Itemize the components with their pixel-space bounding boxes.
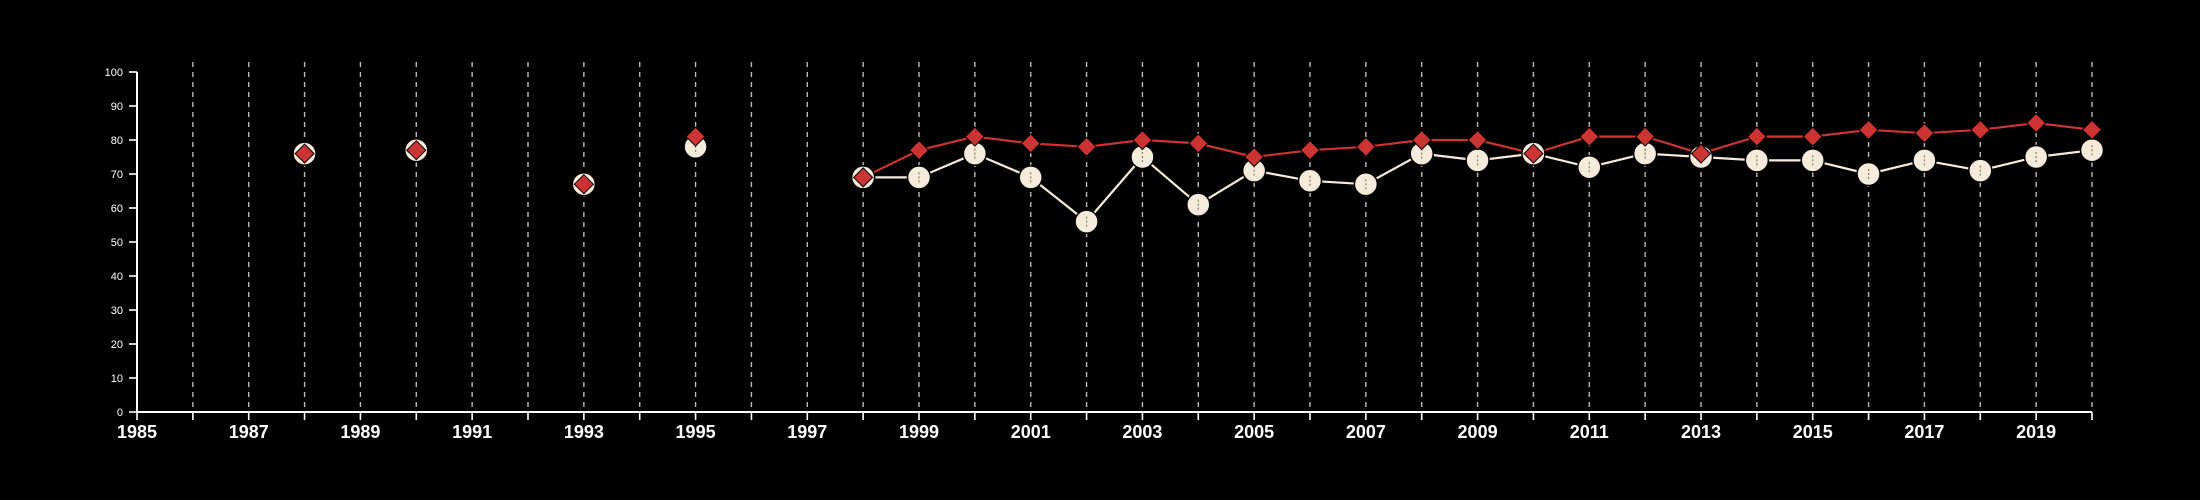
diamond-point xyxy=(1690,143,1712,164)
x-tick-label: 2017 xyxy=(1904,422,1944,442)
x-tick-label: 1991 xyxy=(452,422,492,442)
x-tick-label: 2011 xyxy=(1570,422,1609,442)
diamond-point xyxy=(685,126,706,147)
x-tick-label: 2003 xyxy=(1122,422,1162,442)
x-tick-label: 2019 xyxy=(2016,422,2056,442)
y-tick-label: 60 xyxy=(111,203,123,215)
diamond-point xyxy=(1802,126,1823,147)
y-tick-label: 40 xyxy=(111,271,123,283)
x-tick-label: 2007 xyxy=(1346,422,1386,442)
diamond-point xyxy=(1411,129,1432,151)
diamond-point xyxy=(1132,129,1153,151)
y-tick-label: 100 xyxy=(105,67,123,79)
diamond-point xyxy=(2025,112,2047,134)
diamond-point xyxy=(1467,129,1488,151)
diamond-point xyxy=(573,173,595,195)
diamond-point xyxy=(1579,126,1600,147)
grid xyxy=(192,62,2093,412)
diamond-point xyxy=(1858,119,1879,141)
diamond-point xyxy=(1523,143,1544,164)
diamond-point xyxy=(1914,122,1935,144)
diamond-point xyxy=(1020,133,1041,154)
x-tick-label: 1993 xyxy=(564,422,604,442)
x-tick-label: 2009 xyxy=(1458,422,1498,442)
diamond-point xyxy=(1076,136,1097,158)
x-tick-label: 2015 xyxy=(1793,422,1833,442)
x-tick-label: 2013 xyxy=(1681,422,1721,442)
axes: 0 10 20 30 40 50 60 70 80 90 100 1985 1987 1989 1991 19… xyxy=(105,67,2093,442)
x-tick-label: 2001 xyxy=(1011,422,1051,442)
diamond-point xyxy=(1355,136,1377,158)
x-tick-label: 1985 xyxy=(117,422,157,442)
x-tick-label: 1999 xyxy=(899,422,939,442)
diamond-point xyxy=(1746,126,1768,147)
diamond-point xyxy=(1188,133,1209,154)
y-tick-label: 80 xyxy=(111,135,123,147)
y-tick-label: 0 xyxy=(117,407,123,419)
diamond-point xyxy=(1634,126,1656,147)
y-tick-label: 10 xyxy=(111,373,123,385)
diamond-point xyxy=(964,126,986,147)
diamond-point xyxy=(2081,119,2103,141)
diamond-point xyxy=(1970,119,1991,141)
diamond-point xyxy=(294,143,315,164)
series-markers xyxy=(292,112,2105,234)
diamond-point xyxy=(406,139,427,161)
x-tick-label: 1989 xyxy=(340,422,380,442)
diamond-point xyxy=(852,167,874,188)
diamond-point xyxy=(908,139,930,161)
x-tick-label: 1997 xyxy=(787,422,827,442)
diamond-point xyxy=(1299,139,1321,161)
y-tick-label: 90 xyxy=(111,101,123,113)
x-tick-label: 1995 xyxy=(676,422,716,442)
y-tick-label: 50 xyxy=(111,237,123,249)
y-tick-label: 20 xyxy=(111,339,123,351)
y-tick-label: 30 xyxy=(111,305,123,317)
x-tick-label: 2005 xyxy=(1234,422,1274,442)
diamond-point xyxy=(1243,146,1265,168)
x-tick-label: 1987 xyxy=(229,422,269,442)
y-tick-label: 70 xyxy=(111,169,123,181)
